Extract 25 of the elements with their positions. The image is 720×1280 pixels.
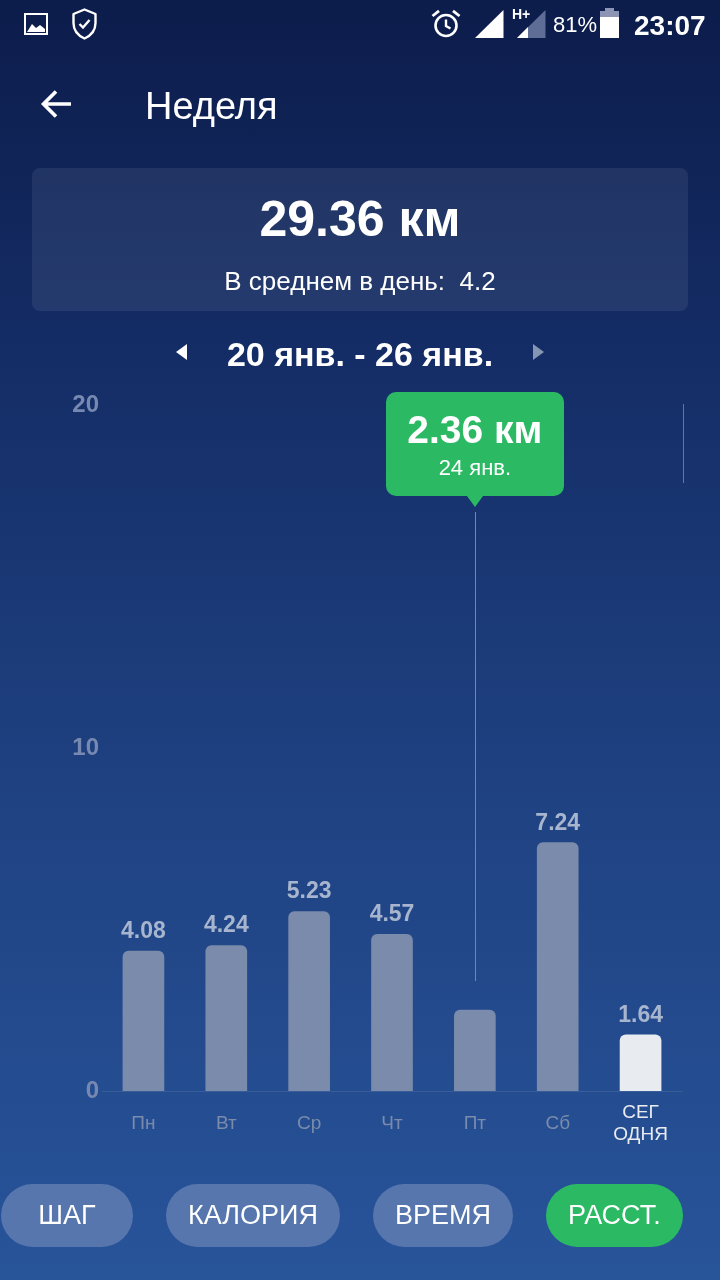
chart-title: Неделя [145, 85, 278, 127]
text: 23:07 [634, 10, 706, 41]
y-tick-label: 20 [72, 389, 99, 417]
text: 81% [553, 12, 598, 37]
data-label: 4.08 [121, 916, 167, 943]
annotation: 24 янв. [438, 455, 512, 481]
data-label: 5.23 [286, 877, 332, 904]
text: H+ [512, 6, 531, 22]
x-tick-label: Вт [215, 1112, 237, 1134]
x-tick-label: Ср [296, 1112, 322, 1134]
y-tick-label: 10 [72, 732, 99, 760]
y-tick-label: 0 [85, 1075, 99, 1103]
data-label: 7.24 [535, 808, 581, 835]
x-tick-label: Чт [381, 1112, 403, 1134]
data-label: 4.57 [369, 900, 415, 927]
x-tick-label: СЕГОДНЯ [613, 1101, 668, 1145]
annotation: 2.36 км [407, 407, 543, 451]
text: В среднем в день: 4.2 [223, 266, 497, 296]
text: 29.36 км [258, 191, 462, 247]
x-tick-label: Пн [131, 1112, 156, 1134]
data-label: 1.64 [618, 1000, 664, 1027]
x-tick-label: Пт [463, 1112, 487, 1134]
x-tick-label: Сб [545, 1112, 571, 1134]
data-label: 4.24 [203, 911, 249, 938]
chart-subtitle: 20 янв. - 26 янв. [225, 335, 495, 373]
